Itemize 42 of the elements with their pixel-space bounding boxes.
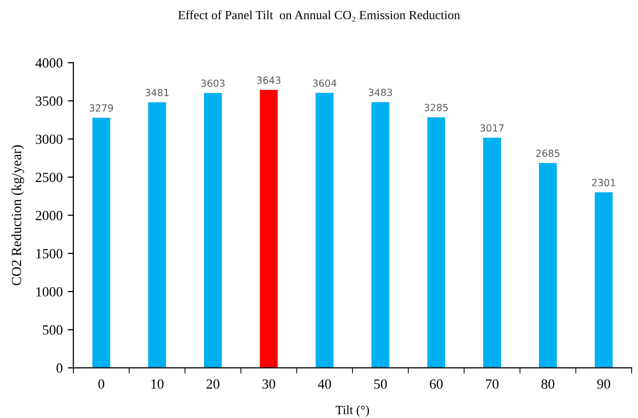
data-label: 3017 — [480, 124, 504, 132]
data-label: 2685 — [536, 150, 560, 157]
x-tick-label: 50 — [374, 379, 387, 389]
data-label: 2301 — [592, 178, 616, 186]
y-tick-label: 2000 — [36, 210, 62, 220]
bar — [594, 192, 613, 368]
bar — [427, 117, 446, 368]
y-tick-label: 500 — [42, 325, 62, 335]
y-tick-label: 0 — [56, 363, 62, 373]
x-tick-label: 60 — [430, 379, 443, 389]
data-label: 3603 — [201, 80, 225, 87]
y-tick-label: 1000 — [36, 287, 62, 297]
data-label: 3285 — [424, 104, 448, 112]
y-tick-label: 1500 — [36, 248, 62, 258]
data-label: 3643 — [257, 76, 280, 84]
bar — [204, 92, 222, 368]
y-tick-label: 3500 — [36, 96, 62, 106]
data-label: 3483 — [368, 88, 392, 96]
bar — [92, 118, 110, 368]
x-tick-label: 10 — [151, 379, 164, 389]
data-label: 3481 — [145, 88, 169, 96]
y-axis-title: CO2 Reduction (kg/year) — [11, 145, 24, 286]
x-tick-label: 20 — [206, 379, 220, 389]
bar — [538, 163, 557, 368]
data-label: 3604 — [312, 80, 336, 87]
bar — [316, 92, 334, 368]
x-tick-label: 40 — [318, 379, 331, 389]
x-axis-title: Tilt (°) — [336, 405, 369, 417]
chart-title: Effect of Panel Tilt on Annual CO₂ Emission Reduction — [178, 10, 460, 22]
y-tick-label: 4000 — [35, 58, 62, 68]
data-label: 3279 — [90, 104, 113, 112]
x-tick-label: 0 — [98, 379, 104, 389]
bar — [260, 90, 278, 368]
x-tick-label: 90 — [597, 379, 610, 389]
x-tick-label: 30 — [262, 379, 276, 389]
x-tick-label: 80 — [541, 379, 554, 389]
bar — [483, 138, 501, 368]
bar — [148, 102, 166, 368]
y-tick-label: 3000 — [36, 134, 62, 144]
bar — [371, 102, 390, 368]
y-tick-label: 2500 — [36, 172, 62, 182]
x-tick-label: 70 — [486, 379, 498, 389]
